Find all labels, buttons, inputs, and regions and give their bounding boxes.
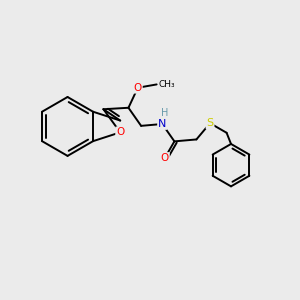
- Text: O: O: [116, 127, 124, 137]
- Text: O: O: [134, 83, 142, 93]
- Text: N: N: [158, 119, 166, 129]
- Text: S: S: [206, 118, 214, 128]
- Text: CH₃: CH₃: [158, 80, 175, 89]
- Text: O: O: [161, 153, 169, 163]
- Text: H: H: [161, 108, 168, 118]
